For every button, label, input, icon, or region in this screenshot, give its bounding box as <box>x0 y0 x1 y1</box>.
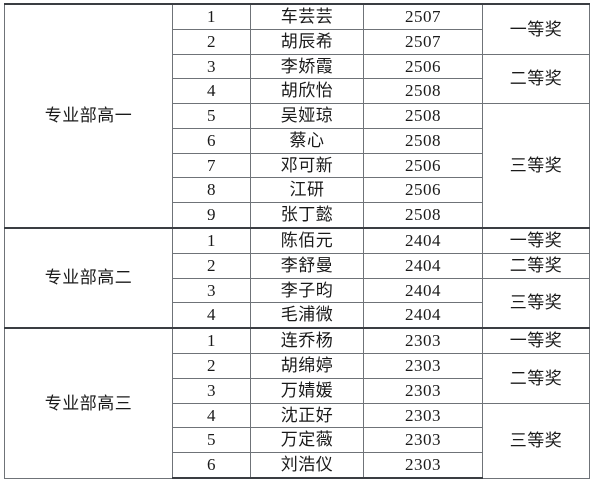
table-row: 专业部高一 1 车芸芸 2507 一等奖 <box>4 2 590 229</box>
rank-number: 6 <box>172 452 251 480</box>
rank-number: 4 <box>172 78 251 105</box>
student-name: 吴娅琼 <box>250 103 364 129</box>
table-row: 3 李子昀 2404 三等奖 <box>5 277 590 329</box>
table-row: 9 张丁懿 2508 <box>5 202 590 229</box>
class-number: 2508 <box>363 127 483 154</box>
student-name: 车芸芸 <box>250 2 364 30</box>
table-row: 2 胡绵婷 2303 二等奖 <box>5 353 590 404</box>
table-row: 专业部高二 1 陈佰元 2404 一等奖 <box>4 226 590 329</box>
rank-number: 2 <box>172 28 251 55</box>
rank-number: 8 <box>172 177 251 204</box>
rank-number: 1 <box>172 2 251 30</box>
class-number: 2507 <box>363 2 483 30</box>
rank-number: 2 <box>172 353 251 379</box>
rank-number: 5 <box>172 427 251 454</box>
award-level: 一等奖 <box>482 2 590 55</box>
student-name: 连乔杨 <box>250 327 364 355</box>
student-name: 陈佰元 <box>250 226 364 254</box>
student-name: 刘浩仪 <box>250 452 364 480</box>
table-row: 3 李娇霞 2506 二等奖 <box>5 53 590 105</box>
table-row: 3 万婧媛 2303 <box>5 377 590 404</box>
student-name: 邓可新 <box>250 152 364 179</box>
class-number: 2506 <box>363 53 483 80</box>
award-level: 一等奖 <box>482 226 590 254</box>
class-number: 2303 <box>363 353 483 379</box>
student-name: 胡辰希 <box>250 28 364 55</box>
table-row: 4 沈正好 2303 三等奖 <box>5 402 590 479</box>
student-name: 李子昀 <box>250 277 364 304</box>
class-number: 2303 <box>363 377 483 404</box>
rank-number: 1 <box>172 327 251 355</box>
award-level: 三等奖 <box>482 277 590 329</box>
award-table-body: 专业部高一 1 车芸芸 2507 一等奖 2 胡辰希 2507 3 李娇霞 2506 二等奖 4 胡欣怡 2… <box>4 2 590 480</box>
student-name: 毛浦微 <box>250 302 364 329</box>
table-row: 专业部高三 1 连乔杨 2303 一等奖 <box>4 327 590 479</box>
rank-number: 7 <box>172 152 251 179</box>
student-name: 万定薇 <box>250 427 364 454</box>
class-number: 2303 <box>363 427 483 454</box>
class-number: 2404 <box>363 226 483 254</box>
grade-group-label: 专业部高二 <box>4 226 173 329</box>
award-level: 一等奖 <box>482 327 590 355</box>
student-name: 李娇霞 <box>250 53 364 80</box>
class-number: 2508 <box>363 103 483 129</box>
class-number: 2508 <box>363 202 483 229</box>
class-number: 2404 <box>363 252 483 279</box>
rank-number: 9 <box>172 202 251 229</box>
student-name: 沈正好 <box>250 402 364 429</box>
class-number: 2303 <box>363 327 483 355</box>
student-name: 张丁懿 <box>250 202 364 229</box>
student-name: 胡欣怡 <box>250 78 364 105</box>
award-name-list-table: 专业部高一 1 车芸芸 2507 一等奖 2 胡辰希 2507 3 李娇霞 2506 二等奖 4 胡欣怡 2… <box>4 2 590 480</box>
class-number: 2506 <box>363 177 483 204</box>
rank-number: 4 <box>172 402 251 429</box>
rank-number: 5 <box>172 103 251 129</box>
rank-number: 3 <box>172 53 251 80</box>
rank-number: 1 <box>172 226 251 254</box>
table-row: 7 邓可新 2506 <box>5 152 590 179</box>
table-row: 5 吴娅琼 2508 三等奖 <box>5 103 590 229</box>
class-number: 2404 <box>363 302 483 329</box>
rank-number: 3 <box>172 377 251 404</box>
award-level: 三等奖 <box>482 103 590 229</box>
table-row: 4 毛浦微 2404 <box>5 302 590 329</box>
class-number: 2303 <box>363 452 483 480</box>
rank-number: 6 <box>172 127 251 154</box>
student-name: 胡绵婷 <box>250 353 364 379</box>
class-number: 2303 <box>363 402 483 429</box>
student-name: 李舒曼 <box>250 252 364 279</box>
rank-number: 4 <box>172 302 251 329</box>
award-level: 二等奖 <box>482 353 590 404</box>
table-row: 6 刘浩仪 2303 <box>5 452 590 480</box>
award-level: 三等奖 <box>482 402 590 479</box>
class-number: 2404 <box>363 277 483 304</box>
award-table-container: 专业部高一 1 车芸芸 2507 一等奖 2 胡辰希 2507 3 李娇霞 2506 二等奖 4 胡欣怡 2… <box>4 2 590 480</box>
table-row: 2 李舒曼 2404 二等奖 <box>5 252 590 279</box>
award-level: 二等奖 <box>482 252 590 279</box>
class-number: 2507 <box>363 28 483 55</box>
rank-number: 3 <box>172 277 251 304</box>
student-name: 蔡心 <box>250 127 364 154</box>
student-name: 万婧媛 <box>250 377 364 404</box>
grade-group-label: 专业部高一 <box>4 3 173 229</box>
class-number: 2506 <box>363 152 483 179</box>
award-level: 二等奖 <box>482 53 590 105</box>
class-number: 2508 <box>363 78 483 105</box>
student-name: 江研 <box>250 177 364 204</box>
table-row: 2 胡辰希 2507 <box>5 28 590 55</box>
rank-number: 2 <box>172 252 251 279</box>
grade-group-label: 专业部高三 <box>4 327 173 479</box>
